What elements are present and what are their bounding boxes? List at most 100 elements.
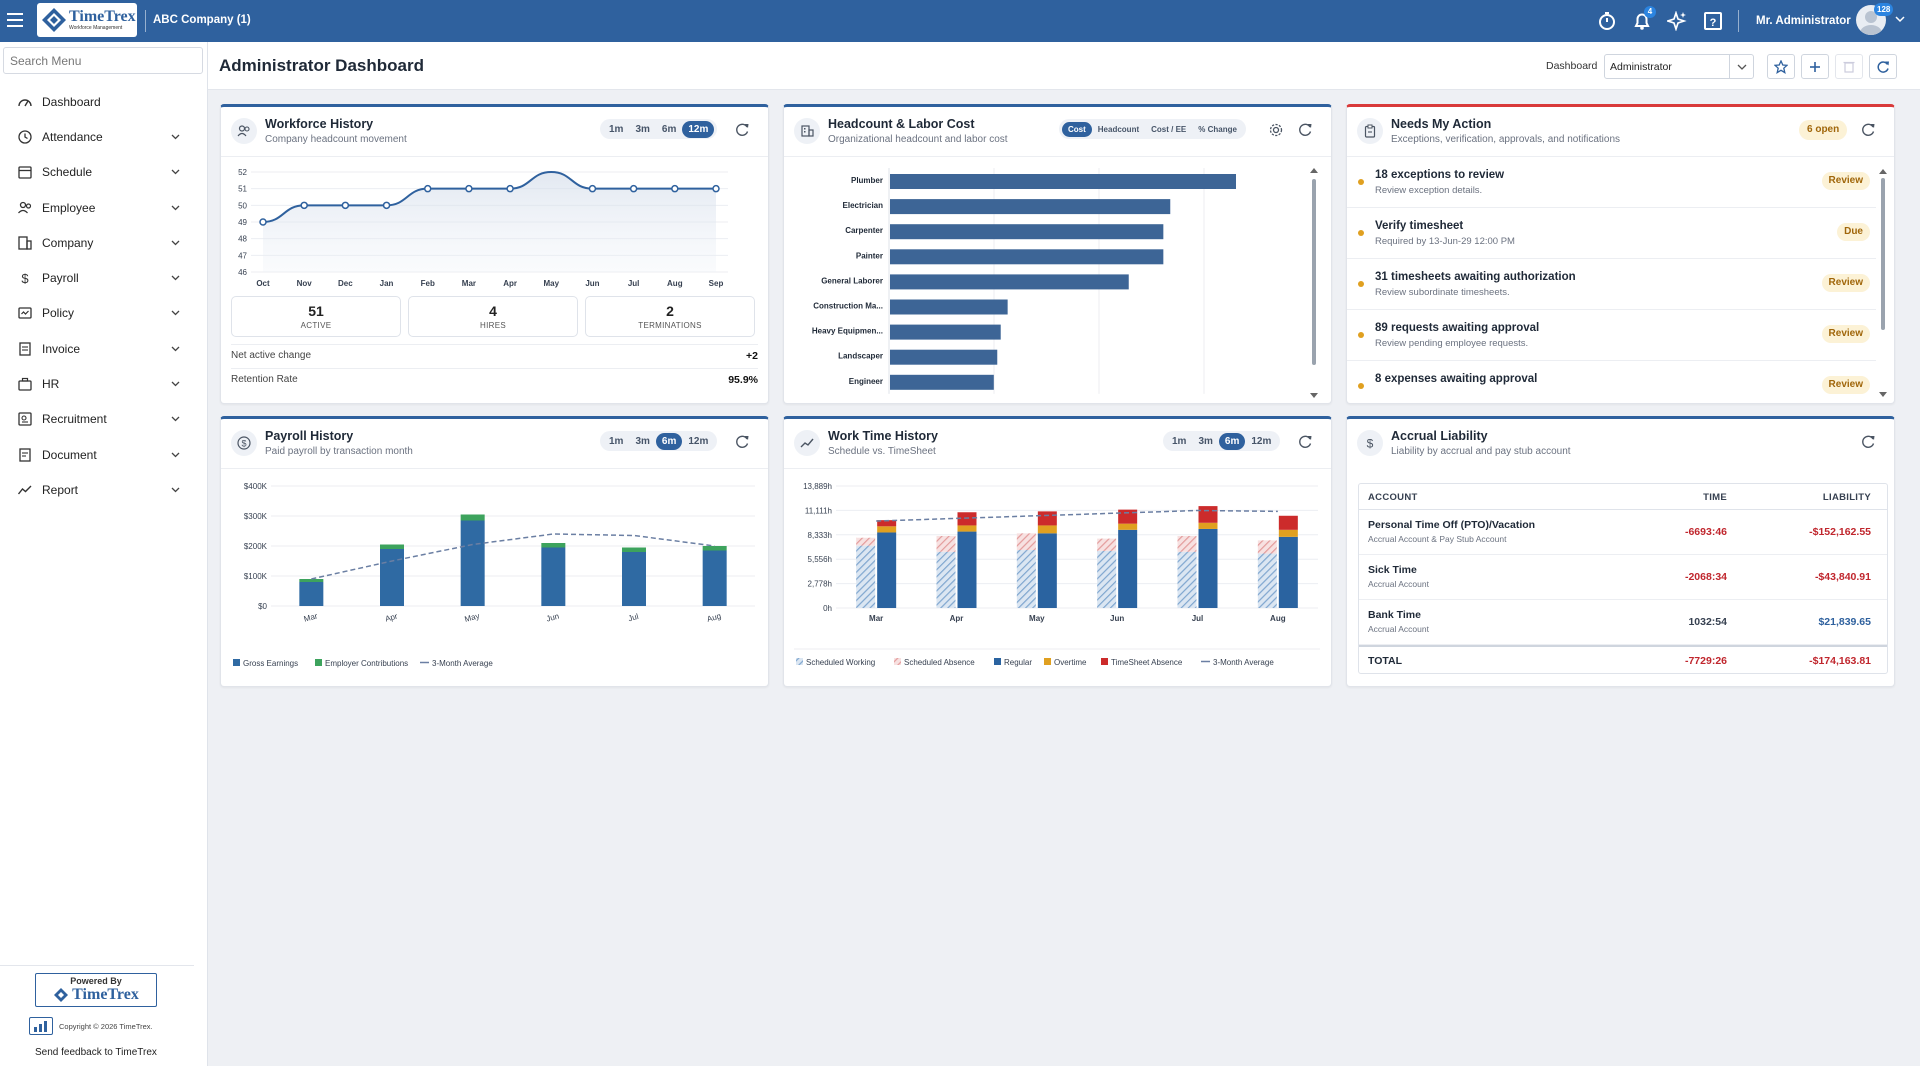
range-button-6m[interactable]: 6m xyxy=(655,432,683,450)
table-row[interactable]: Personal Time Off (PTO)/Vacation Accrual … xyxy=(1359,510,1887,555)
range-button-6m[interactable]: 6m xyxy=(661,123,677,135)
sidebar-item-payroll[interactable]: $ Payroll xyxy=(0,260,206,295)
notifications-icon[interactable] xyxy=(1632,11,1652,31)
stat-box: 2 TERMINATIONS xyxy=(585,296,755,337)
range-button-1m[interactable]: 1m xyxy=(609,435,624,447)
card-subtitle: Exceptions, verification, approvals, and… xyxy=(1391,134,1621,145)
metric-tab[interactable]: Cost / EE xyxy=(1151,124,1187,134)
favorite-button[interactable] xyxy=(1767,54,1795,79)
add-button[interactable] xyxy=(1801,54,1829,79)
people-icon xyxy=(231,118,257,144)
delete-button[interactable] xyxy=(1835,54,1863,79)
sidebar-item-company[interactable]: Company xyxy=(0,225,206,260)
net-change-value: +2 xyxy=(746,349,758,362)
metric-tab[interactable]: Headcount xyxy=(1097,124,1140,134)
chevron-down-icon xyxy=(168,310,182,316)
user-name[interactable]: Mr. Administrator xyxy=(1756,15,1851,27)
bar xyxy=(890,324,1001,340)
refresh-icon[interactable] xyxy=(1297,122,1313,138)
range-button-3m[interactable]: 3m xyxy=(635,435,650,447)
range-button-12m[interactable]: 12m xyxy=(688,435,709,447)
sidebar-item-dashboard[interactable]: Dashboard xyxy=(0,84,206,119)
brand-logo[interactable]: TimeTrex Workforce Management xyxy=(37,3,137,37)
range-button-3m[interactable]: 3m xyxy=(635,123,650,135)
sparkle-icon[interactable] xyxy=(1667,11,1687,31)
stat-label: TERMINATIONS xyxy=(638,321,702,330)
metric-tab[interactable]: Cost xyxy=(1062,121,1092,137)
sidebar-item-report[interactable]: Report xyxy=(0,472,206,507)
action-item[interactable]: 89 requests awaiting approval Review pend… xyxy=(1347,310,1876,361)
col-liability: LIABILITY xyxy=(1822,492,1871,503)
bar-timesheet-absence xyxy=(1198,506,1218,523)
refresh-icon[interactable] xyxy=(1860,122,1876,138)
x-tick-label: Mar xyxy=(303,611,319,623)
sidebar-item-hr[interactable]: HR xyxy=(0,366,206,401)
range-button-12m[interactable]: 12m xyxy=(1251,435,1272,447)
chevron-down-icon xyxy=(168,487,182,493)
search-input[interactable] xyxy=(3,47,203,74)
metric-tab[interactable]: % Change xyxy=(1198,124,1237,134)
sidebar-item-attendance[interactable]: Attendance xyxy=(0,119,206,154)
data-point xyxy=(671,184,679,193)
action-badge[interactable]: Due xyxy=(1837,223,1870,241)
trash-icon xyxy=(1843,61,1855,73)
report-icon xyxy=(16,481,34,499)
data-point xyxy=(423,184,432,193)
powered-by-badge[interactable]: Powered By TimeTrex xyxy=(35,973,157,1007)
accrual-table: ACCOUNT TIME LIABILITY Personal Time Off… xyxy=(1358,483,1888,674)
legend-swatch xyxy=(894,658,901,665)
refresh-icon[interactable] xyxy=(1860,434,1876,450)
settings-icon[interactable] xyxy=(1268,122,1284,138)
hamburger-icon[interactable] xyxy=(7,13,23,27)
dashboard-select[interactable]: Administrator xyxy=(1604,54,1754,79)
action-badge[interactable]: Review xyxy=(1821,172,1870,190)
legend-swatch xyxy=(1044,658,1051,665)
company-name[interactable]: ABC Company (1) xyxy=(153,14,251,26)
chevron-down-icon[interactable] xyxy=(1895,16,1905,24)
legend-label: Regular xyxy=(1004,658,1032,667)
sidebar-item-document[interactable]: Document xyxy=(0,437,206,472)
refresh-icon[interactable] xyxy=(1297,434,1313,450)
net-change-row: Net active change +2 xyxy=(231,344,758,366)
action-item[interactable]: Verify timesheet Required by 13-Jun-29 12… xyxy=(1347,208,1876,259)
range-button-12m[interactable]: 12m xyxy=(682,120,715,138)
sidebar-item-recruitment[interactable]: Recruitment xyxy=(0,402,206,437)
sidebar-item-policy[interactable]: Policy xyxy=(0,296,206,331)
x-tick-label: Jun xyxy=(545,612,560,624)
bar-gross-earnings xyxy=(460,520,485,606)
help-icon[interactable]: ? xyxy=(1703,11,1723,31)
scrollbar[interactable] xyxy=(1878,168,1888,398)
range-button-1m[interactable]: 1m xyxy=(609,123,624,135)
feedback-link[interactable]: Send feedback to TimeTrex xyxy=(35,1047,157,1058)
action-item[interactable]: 8 expenses awaiting approval Review xyxy=(1347,361,1876,403)
table-row[interactable]: Bank Time Accrual Account 1032:54 $21,839.6… xyxy=(1359,600,1887,645)
account-type: Accrual Account & Pay Stub Account xyxy=(1368,534,1507,544)
sidebar-item-label: HR xyxy=(42,377,60,392)
sidebar-item-invoice[interactable]: Invoice xyxy=(0,331,206,366)
action-subtitle: Required by 13-Jun-29 12:00 PM xyxy=(1375,236,1515,247)
action-badge[interactable]: Review xyxy=(1821,274,1870,292)
chart-logo-icon xyxy=(29,1017,53,1035)
action-badge[interactable]: Review xyxy=(1821,325,1870,343)
refresh-icon[interactable] xyxy=(734,434,750,450)
x-tick-label: Jul xyxy=(628,279,640,288)
scrollbar[interactable] xyxy=(1309,167,1319,399)
bar-overtime xyxy=(957,525,977,532)
sidebar-item-employee[interactable]: Employee xyxy=(0,190,206,225)
action-badge[interactable]: Review xyxy=(1821,376,1870,394)
refresh-button[interactable] xyxy=(1869,54,1897,79)
range-button-3m[interactable]: 3m xyxy=(1198,435,1213,447)
action-item[interactable]: 31 timesheets awaiting authorization Revi… xyxy=(1347,259,1876,310)
refresh-icon[interactable] xyxy=(734,122,750,138)
legend-swatch xyxy=(1101,658,1108,665)
action-subtitle: Review subordinate timesheets. xyxy=(1375,287,1510,298)
stat-value: 51 xyxy=(308,303,324,319)
table-row[interactable]: Sick Time Accrual Account -2068:34 -$43,840… xyxy=(1359,555,1887,600)
timer-icon[interactable] xyxy=(1597,11,1617,31)
range-button-1m[interactable]: 1m xyxy=(1172,435,1187,447)
action-item[interactable]: 18 exceptions to review Review exception … xyxy=(1347,157,1876,208)
action-subtitle: Review pending employee requests. xyxy=(1375,338,1529,349)
sidebar-item-schedule[interactable]: Schedule xyxy=(0,155,206,190)
range-button-6m[interactable]: 6m xyxy=(1218,432,1246,450)
y-tick-label: 51 xyxy=(238,185,247,194)
